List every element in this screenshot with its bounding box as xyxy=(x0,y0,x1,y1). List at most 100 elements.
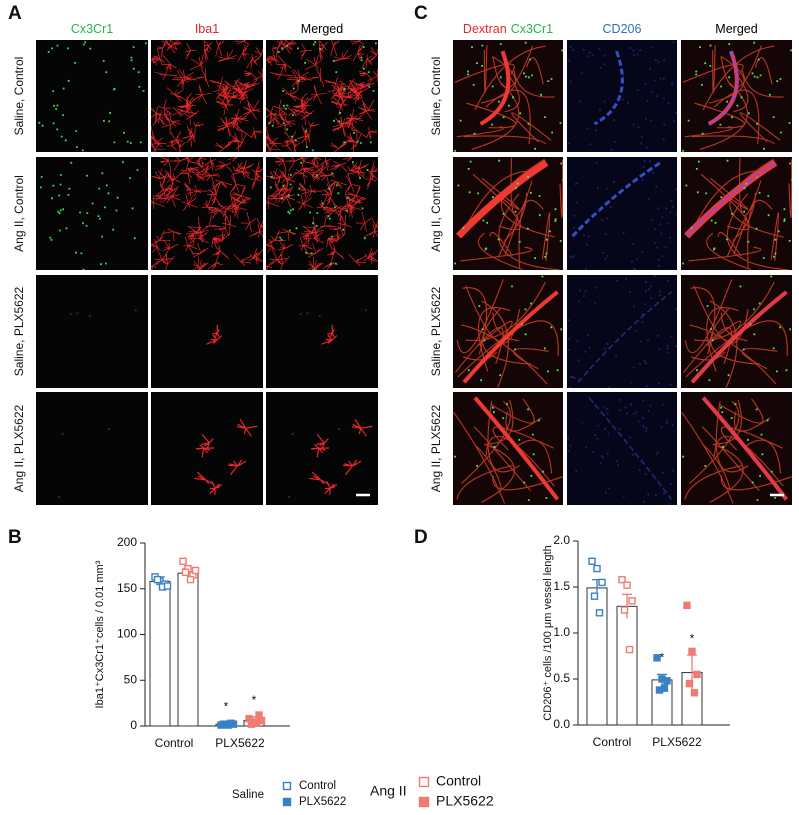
data-point xyxy=(653,654,661,662)
vessels xyxy=(688,157,792,270)
data-point xyxy=(181,568,190,576)
row-label: Ang II, PLX5622 xyxy=(12,404,26,492)
panel-letter: B xyxy=(8,527,22,548)
micrograph-background xyxy=(266,40,378,152)
cd206-cells xyxy=(571,161,662,238)
legend-marker xyxy=(282,781,292,791)
micrograph-background xyxy=(36,275,148,388)
micrograph-background xyxy=(36,392,148,505)
legend-label: PLX5622 xyxy=(436,793,494,809)
panel-letter: D xyxy=(414,527,428,548)
y-tick-label: 1.5 xyxy=(553,579,570,593)
column-header: CD206 xyxy=(603,22,642,36)
cx3cr1-cells xyxy=(268,41,377,152)
cd206-cells xyxy=(685,161,777,238)
micrograph-background xyxy=(567,392,677,505)
legend-label: Control xyxy=(436,773,481,789)
micrograph xyxy=(151,275,263,388)
micrograph-background xyxy=(151,40,263,152)
column-header: Cx3Cr1 xyxy=(71,22,113,36)
legend-marker xyxy=(418,796,430,808)
data-point xyxy=(186,575,195,584)
row-label: Saline, PLX5622 xyxy=(429,286,443,376)
micrograph xyxy=(567,275,677,388)
legend-group-label: Saline xyxy=(232,789,264,801)
data-point xyxy=(623,581,631,589)
column-header-part: Iba1 xyxy=(195,22,219,36)
micrograph xyxy=(681,392,792,505)
cd206-background xyxy=(567,275,677,388)
y-tick-label: 0.0 xyxy=(553,717,570,731)
y-tick-label: 150 xyxy=(117,581,137,595)
column-header-part: Cx3Cr1 xyxy=(511,22,553,36)
data-point xyxy=(593,564,601,573)
data-point xyxy=(179,557,187,565)
micrograph xyxy=(151,392,263,505)
micrograph-background xyxy=(36,40,148,152)
x-tick-label: PLX5622 xyxy=(215,736,265,750)
panel-letter: C xyxy=(414,3,428,24)
cx3cr1-cells xyxy=(38,41,147,152)
significance-marker: * xyxy=(252,693,257,707)
y-axis-label: CD206⁺ cells /100 μm vessel length xyxy=(542,545,554,720)
data-point xyxy=(598,578,606,587)
x-tick-label: PLX5622 xyxy=(652,735,702,749)
micrograph xyxy=(151,40,263,152)
micrograph xyxy=(266,40,378,152)
y-tick-label: 50 xyxy=(124,672,138,686)
main-vessel xyxy=(473,396,560,501)
data-point xyxy=(618,575,626,584)
row-label: Ang II, Control xyxy=(12,175,26,252)
micrograph-background xyxy=(36,157,148,270)
y-tick-label: 100 xyxy=(117,627,137,641)
micrograph-background xyxy=(453,275,563,388)
micrograph-background xyxy=(681,392,792,505)
micrograph xyxy=(453,40,563,152)
micrograph xyxy=(36,392,148,505)
y-tick-label: 2.0 xyxy=(553,533,570,547)
microglia xyxy=(151,157,263,270)
row-label: Ang II, PLX5622 xyxy=(429,404,443,492)
micrograph-background xyxy=(151,275,263,388)
legend-group-label: Ang II xyxy=(370,783,407,799)
y-tick-label: 0.5 xyxy=(553,671,570,685)
bar xyxy=(177,572,199,727)
microglia xyxy=(266,157,378,270)
micrograph xyxy=(567,392,677,505)
micrograph-background xyxy=(567,157,677,270)
data-point xyxy=(625,645,634,654)
bar xyxy=(586,587,608,726)
data-point xyxy=(590,592,599,600)
cd206-cells xyxy=(708,50,739,126)
main-vessel xyxy=(479,50,511,126)
microglia xyxy=(309,418,373,496)
row-label: Saline, Control xyxy=(12,57,26,136)
y-tick-label: 1.0 xyxy=(553,625,570,639)
microglia xyxy=(194,418,258,496)
microglia xyxy=(151,40,263,152)
cd206-cells xyxy=(691,291,787,383)
micrograph-background xyxy=(567,40,677,152)
row-label: Saline, PLX5622 xyxy=(12,286,26,376)
micrograph xyxy=(453,157,563,270)
micrograph xyxy=(266,392,378,505)
column-header-part: Merged xyxy=(301,22,343,36)
data-point xyxy=(693,670,701,679)
cd206-cells xyxy=(588,397,673,500)
legend-label: Control xyxy=(299,780,336,792)
micrograph-background xyxy=(681,275,792,388)
data-point xyxy=(690,689,699,697)
legend-label: PLX5622 xyxy=(299,796,346,808)
significance-marker: * xyxy=(224,699,229,713)
main-vessel xyxy=(455,159,549,239)
column-header: Merged xyxy=(715,22,757,36)
micrograph xyxy=(681,275,792,388)
micrograph xyxy=(36,157,148,270)
data-point xyxy=(660,684,669,692)
x-tick-label: Control xyxy=(593,735,632,749)
legend-marker xyxy=(282,797,292,807)
data-point xyxy=(685,679,694,688)
column-header-part: Cx3Cr1 xyxy=(71,22,113,36)
panel-letter: A xyxy=(8,3,22,24)
